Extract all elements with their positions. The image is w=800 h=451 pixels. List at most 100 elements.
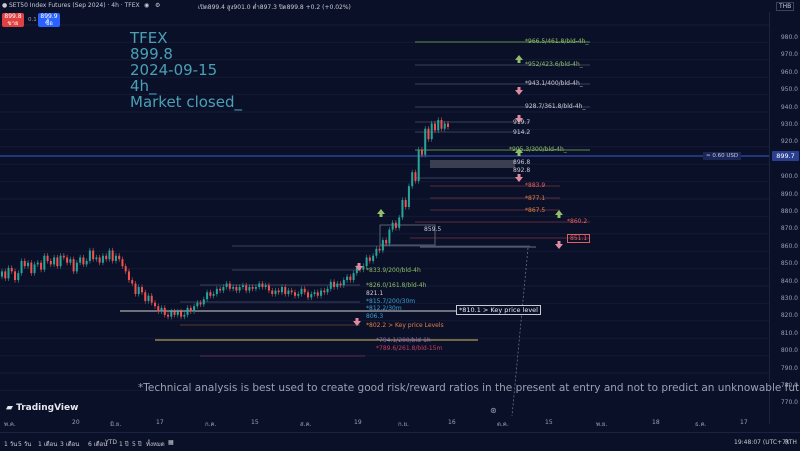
candle-body [232, 287, 235, 289]
ohlc-values: เปิด899.4 สูง901.0 ต่ำ897.3 ปิด899.8 +0.… [198, 4, 351, 11]
range-button[interactable]: 1 ปี [119, 441, 129, 448]
tradingview-brand: TradingView [16, 403, 79, 413]
candle-body [124, 266, 127, 272]
candle-body [398, 217, 401, 228]
candle-body [430, 123, 433, 140]
candle-body [225, 283, 228, 288]
candle-body [147, 295, 150, 301]
candle-body [365, 257, 368, 267]
candle-body [401, 200, 404, 218]
candle-body [180, 311, 183, 317]
arrow-down-icon [515, 87, 523, 95]
candle-body [215, 288, 218, 294]
candle-body [88, 250, 91, 261]
arrow-down-icon [515, 174, 523, 182]
clock-time[interactable]: 19:48:07 (UTC+7) [734, 439, 789, 446]
date-tick: 20 [72, 419, 80, 426]
candle-body [417, 149, 420, 181]
disclaimer-text: *Technical analysis is best used to crea… [138, 382, 800, 394]
candle-body [1, 271, 3, 277]
candle-body [385, 240, 388, 244]
buy-price: 899.9 [40, 13, 58, 20]
candle-body [137, 287, 140, 294]
price-tick: 950.0 [780, 86, 798, 94]
candle-body [59, 255, 62, 267]
candle-body [404, 200, 407, 207]
range-button[interactable]: 5 วัน [18, 441, 32, 448]
candle-body [245, 285, 248, 291]
candle-body [447, 123, 449, 127]
arrow-up-icon [515, 148, 523, 156]
buy-button[interactable]: 899.9 ซื้อ [38, 13, 60, 27]
date-axis[interactable]: พ.ค. 20 มิ.ย. 17 ก.ค. 15 ส.ค. 19 ก.ย. 16 ต.ค. 15 พ.ย… [0, 416, 769, 430]
candle-body [307, 292, 310, 298]
tradingview-logo[interactable]: ▰ TradingView [6, 403, 78, 413]
price-tick: 940.0 [780, 103, 798, 111]
price-tick: 800.0 [780, 347, 798, 355]
candle-body [388, 229, 391, 244]
candle-body [7, 267, 10, 279]
range-button[interactable]: 3 เดือน [60, 441, 80, 448]
scroll-to-latest-icon[interactable]: ⊛ [490, 406, 497, 415]
candle-body [131, 280, 134, 284]
candle-body [163, 307, 166, 315]
range-button[interactable]: 6 เดือน [88, 441, 108, 448]
price-level-label: 859.5 [424, 226, 442, 233]
currency-selector[interactable]: THB [776, 2, 795, 11]
candle-body [105, 255, 108, 260]
candle-body [424, 128, 427, 155]
candle-body [127, 271, 130, 281]
price-tick: 960.0 [780, 68, 798, 76]
candle-body [20, 260, 23, 274]
candle-body [183, 314, 186, 317]
range-button[interactable]: ทั้งหมด [146, 441, 165, 448]
arrow-down-icon [353, 318, 361, 326]
symbol-title[interactable]: SET50 Index Futures (Sep 2024) · 4h · TF… [9, 2, 140, 9]
candle-body [43, 255, 46, 270]
candle-body [320, 290, 323, 296]
price-axis[interactable]: 980.0970.0960.0950.0940.0930.0920.0910.0… [769, 12, 800, 424]
settings-icon[interactable]: ⚙ [155, 2, 161, 9]
candle-body [56, 257, 59, 267]
candle-body [27, 262, 30, 267]
range-button[interactable]: 1 เดือน [38, 441, 58, 448]
candle-body [254, 287, 257, 289]
date-tick: ส.ค. [300, 421, 312, 428]
range-button[interactable]: YTD [105, 439, 117, 446]
trend-line [511, 247, 529, 416]
arrow-down-icon [355, 263, 363, 271]
price-tick: 820.0 [780, 312, 798, 320]
price-level-label: *812.2/30m [366, 305, 402, 312]
date-tick: ธ.ค. [695, 421, 707, 428]
price-level-label: *789.6/261.8/bld-15m [376, 345, 443, 352]
candle-body [411, 172, 414, 187]
key-price-level-box[interactable]: *810.1 > Key price level [456, 305, 541, 315]
eye-icon[interactable]: ◉ [144, 2, 150, 9]
price-tick: 830.0 [780, 295, 798, 302]
session-toggle[interactable]: RTH [785, 439, 797, 446]
candle-body [202, 299, 205, 305]
candle-body [310, 294, 313, 298]
range-box [379, 224, 436, 246]
date-tick: 18 [652, 419, 660, 426]
candle-body [33, 264, 36, 274]
candle-body [297, 294, 300, 296]
arrow-up-icon [515, 55, 523, 63]
candle-body [111, 250, 114, 261]
range-button[interactable]: 5 ปี [132, 441, 142, 448]
candle-body [108, 250, 111, 260]
calendar-range-icon[interactable]: ▦ [168, 439, 174, 446]
candle-body [219, 288, 222, 291]
date-tick: พ.ค. [4, 421, 16, 428]
price-tick: 780.0 [780, 382, 798, 389]
candle-body [23, 260, 26, 267]
price-level-label: *794.1/200/bld-1h [376, 337, 431, 344]
chart-canvas[interactable] [0, 0, 769, 416]
range-button[interactable]: 1 วัน [4, 441, 18, 448]
candle-body [140, 287, 143, 293]
candle-body [378, 248, 381, 251]
price-tick: 920.0 [780, 138, 798, 146]
candle-body [49, 260, 52, 265]
candle-body [114, 255, 117, 261]
sell-button[interactable]: 899.8 ขาย [2, 13, 24, 27]
